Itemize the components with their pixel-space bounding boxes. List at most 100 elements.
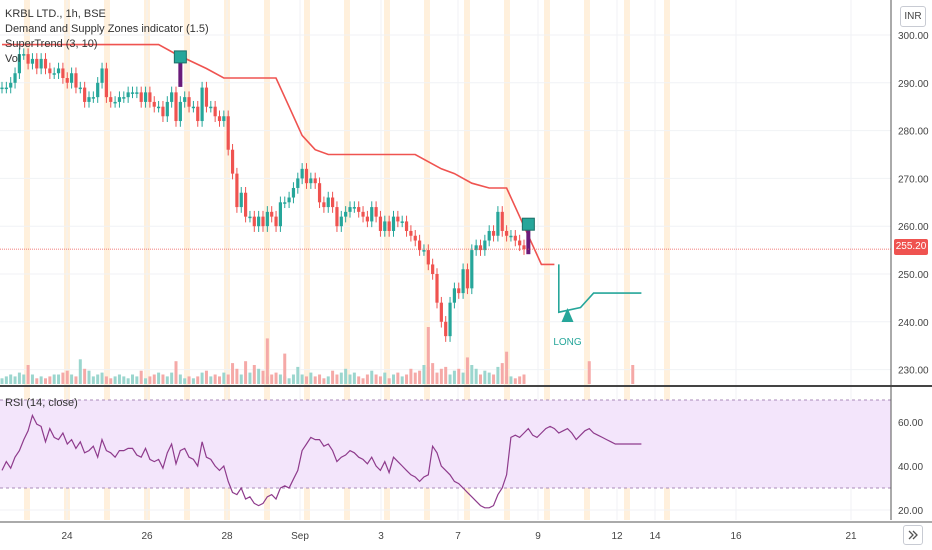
- candle-body: [518, 240, 522, 246]
- time-tick-label: 21: [845, 531, 857, 542]
- candle-body: [444, 321, 448, 337]
- candle-body: [48, 68, 52, 74]
- candle-body: [148, 92, 152, 102]
- time-tick-label: 26: [141, 531, 153, 542]
- session-stripe: [504, 0, 510, 520]
- candle-body: [230, 149, 235, 174]
- candle-body: [261, 216, 265, 227]
- volume-bar: [461, 372, 465, 384]
- volume-bar: [409, 368, 413, 384]
- symbol-title[interactable]: KRBL LTD., 1h, BSE: [5, 8, 106, 20]
- candle-body: [505, 230, 509, 236]
- zone-marker-bar: [526, 226, 531, 255]
- volume-bar: [235, 368, 239, 384]
- volume-bar: [78, 359, 82, 384]
- candle-body: [409, 230, 413, 236]
- volume-bar: [435, 372, 439, 384]
- volume-bar: [91, 376, 95, 384]
- currency-button[interactable]: INR: [900, 6, 926, 27]
- candle-body: [91, 97, 95, 99]
- volume-bar: [109, 378, 113, 384]
- volume-bar: [309, 372, 313, 384]
- volume-bar: [52, 374, 56, 384]
- candle-body: [174, 92, 178, 122]
- volume-bar: [30, 374, 34, 384]
- session-stripe: [664, 0, 670, 520]
- volume-bar: [74, 376, 78, 384]
- candle-body: [439, 302, 443, 322]
- time-tick-label: 12: [611, 531, 623, 542]
- volume-bar: [479, 374, 482, 384]
- volume-bar: [183, 378, 187, 384]
- volume-bar: [513, 378, 517, 384]
- candle-body: [413, 235, 417, 241]
- volume-bar: [57, 374, 61, 384]
- volume-bar: [209, 376, 213, 384]
- candle-body: [426, 250, 430, 265]
- candle-body: [83, 87, 87, 102]
- time-tick-label: 7: [455, 531, 461, 542]
- candle-body: [422, 250, 426, 252]
- candle-body: [74, 73, 78, 88]
- volume-bar: [100, 372, 104, 384]
- volume-bar: [487, 372, 491, 384]
- candle-body: [70, 73, 74, 83]
- time-tick-label: 9: [535, 531, 541, 542]
- candle-body: [335, 207, 339, 227]
- session-stripe: [104, 0, 110, 520]
- candle-body: [65, 78, 69, 83]
- volume-bar: [500, 363, 504, 384]
- candle-body: [30, 58, 35, 64]
- candle-body: [296, 178, 300, 188]
- indicator-dsz-label[interactable]: Demand and Supply Zones indicator (1.5): [5, 23, 209, 35]
- rsi-band-fill: [0, 400, 891, 488]
- candle-body: [470, 250, 474, 289]
- volume-bar: [213, 374, 217, 384]
- volume-bar: [61, 372, 65, 384]
- candle-body: [322, 202, 326, 208]
- volume-bar: [387, 378, 391, 384]
- candle-body: [0, 87, 4, 90]
- volume-bar: [522, 374, 526, 384]
- candle-body: [344, 211, 348, 217]
- volume-bar: [39, 376, 43, 384]
- scroll-to-realtime-button[interactable]: [903, 525, 923, 545]
- candle-body: [448, 302, 452, 337]
- session-stripe: [624, 0, 630, 520]
- candle-body: [152, 101, 156, 107]
- candle-body: [383, 221, 387, 231]
- candle-body: [96, 82, 100, 98]
- volume-bar: [426, 327, 430, 384]
- candle-body: [135, 92, 139, 94]
- volume-bar: [518, 376, 522, 384]
- volume-bar: [161, 374, 165, 384]
- candle-body: [496, 211, 500, 236]
- volume-bar: [505, 351, 509, 384]
- volume-bar: [152, 374, 156, 384]
- rsi-legend[interactable]: RSI (14, close): [5, 397, 78, 409]
- candle-body: [522, 245, 526, 250]
- session-stripe: [344, 0, 350, 520]
- candle-body: [378, 216, 383, 231]
- candle-body: [217, 116, 222, 122]
- indicator-volume-label[interactable]: Vol: [5, 53, 21, 65]
- candle-body: [283, 202, 287, 204]
- candle-body: [500, 211, 504, 231]
- price-tick-label: 260.00: [898, 222, 929, 233]
- volume-bar: [305, 376, 308, 384]
- volume-bar: [22, 374, 26, 384]
- candle-body: [117, 97, 122, 102]
- price-tick-label: 230.00: [898, 366, 929, 377]
- volume-bar: [313, 376, 317, 384]
- candle-body: [183, 97, 187, 102]
- zone-marker-bar: [178, 58, 183, 87]
- candle-body: [235, 173, 239, 208]
- indicator-supertrend-label[interactable]: SuperTrend (3, 10): [5, 38, 98, 50]
- volume-bar: [13, 376, 17, 384]
- volume-bar: [96, 374, 100, 384]
- volume-bar: [248, 372, 252, 384]
- zone-marker-box: [521, 217, 535, 231]
- price-tick-label: 300.00: [898, 31, 929, 42]
- candle-body: [87, 97, 91, 102]
